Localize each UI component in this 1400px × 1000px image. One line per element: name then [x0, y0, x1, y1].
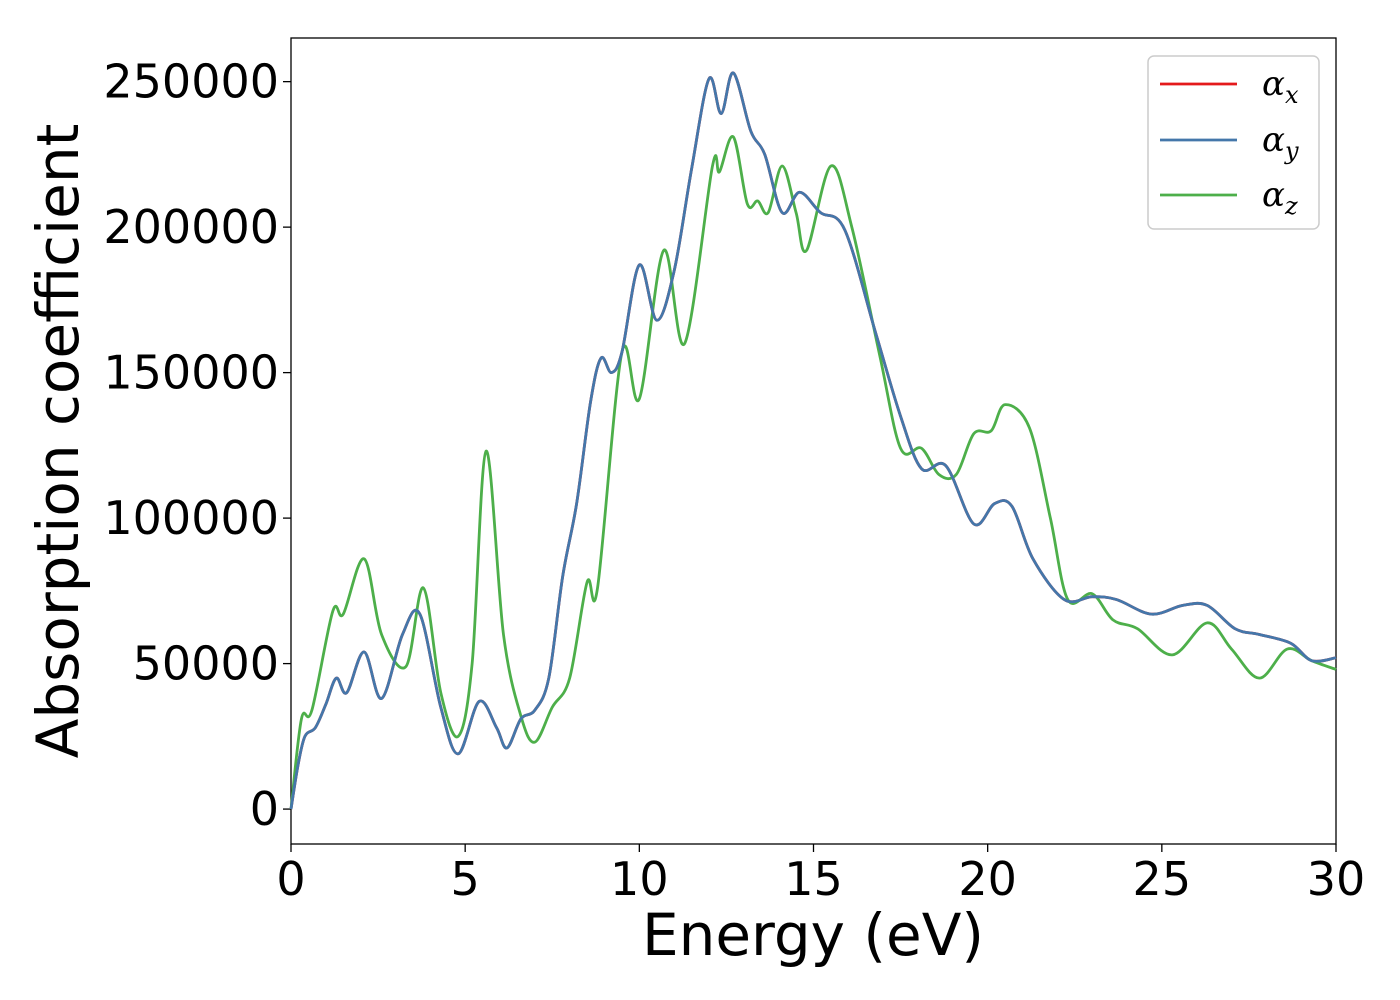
series-line-y	[289, 71, 1337, 810]
legend-box	[1147, 55, 1320, 230]
y-tick-label: 100000	[103, 491, 279, 545]
series-line-z	[289, 135, 1337, 810]
x-tick-label: 30	[1307, 852, 1366, 906]
series-lines	[289, 71, 1337, 810]
y-axis-title: Absorption coefficient	[24, 124, 92, 759]
y-axis-ticks: 0 50000 100000 150000 200000 250000	[103, 55, 291, 836]
y-tick-label: 50000	[133, 637, 279, 691]
y-tick-label: 150000	[103, 346, 279, 400]
y-tick-label: 200000	[103, 200, 279, 254]
x-tick-label: 10	[610, 852, 669, 906]
x-tick-label: 25	[1133, 852, 1192, 906]
y-tick-label: 250000	[103, 55, 279, 109]
y-tick-label: 0	[250, 782, 279, 836]
x-tick-label: 15	[784, 852, 843, 906]
x-tick-label: 0	[276, 852, 305, 906]
x-tick-label: 20	[958, 852, 1017, 906]
x-axis-ticks: 0 5 10 15 20 25 30	[276, 844, 1365, 906]
x-tick-label: 5	[451, 852, 480, 906]
x-axis-title: Energy (eV)	[642, 901, 984, 969]
